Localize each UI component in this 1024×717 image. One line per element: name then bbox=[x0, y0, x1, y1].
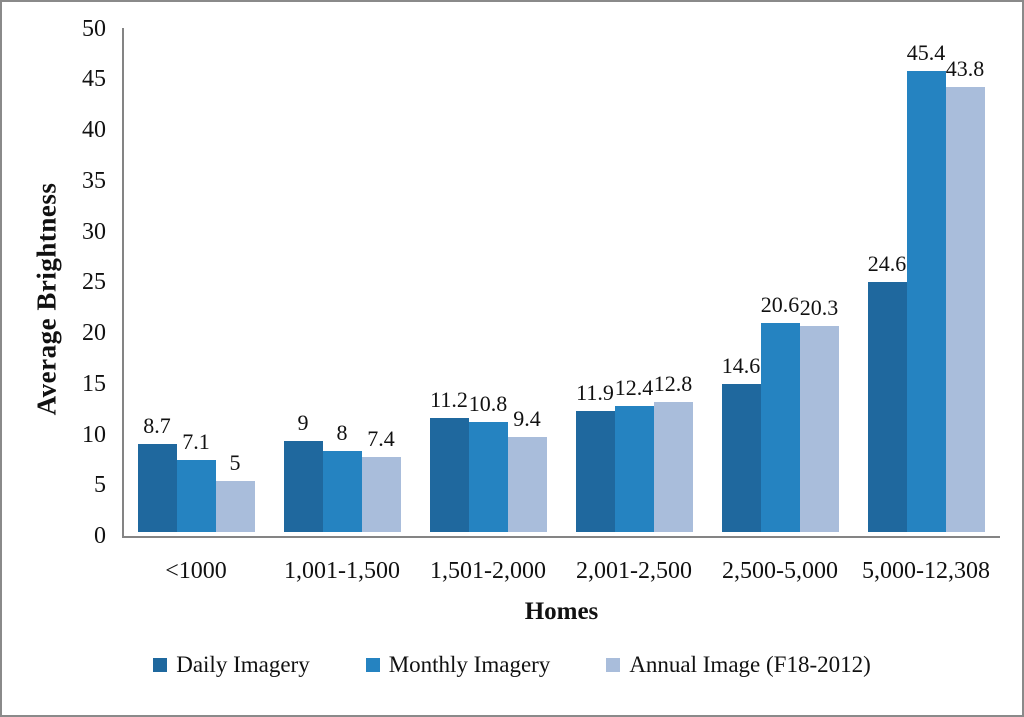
legend-label: Monthly Imagery bbox=[388, 652, 551, 677]
bar bbox=[614, 406, 654, 532]
legend-marker-icon bbox=[153, 658, 168, 672]
y-axis-tick: 30 bbox=[82, 218, 106, 245]
bar-group: 9 8 7.4 bbox=[269, 410, 415, 532]
bar-cell: 12.4 bbox=[614, 375, 654, 532]
bar-cell: 20.3 bbox=[799, 295, 839, 532]
bar bbox=[945, 87, 985, 532]
bar-cell: 11.9 bbox=[575, 380, 615, 532]
category-label: <1000 bbox=[165, 558, 227, 584]
bar-value-label: 45.4 bbox=[906, 40, 946, 65]
bar bbox=[176, 460, 216, 532]
bar-cell: 9.4 bbox=[507, 406, 547, 532]
y-axis-tick: 10 bbox=[82, 421, 106, 448]
bar bbox=[361, 457, 401, 532]
bar-value-label: 11.2 bbox=[430, 387, 468, 412]
legend-marker-icon bbox=[606, 658, 621, 672]
bar bbox=[215, 481, 255, 532]
bar bbox=[575, 411, 615, 532]
bar bbox=[468, 422, 508, 532]
y-axis-tick: 50 bbox=[82, 15, 106, 42]
bar-group: 11.9 12.4 12.8 bbox=[561, 371, 707, 532]
category-label: 5,000-12,308 bbox=[862, 558, 990, 584]
bar-group: 24.6 45.4 43.8 bbox=[853, 40, 999, 532]
bar-cell: 8.7 bbox=[137, 413, 177, 532]
y-axis-tick: 15 bbox=[82, 370, 106, 397]
bar-cell: 5 bbox=[215, 450, 255, 532]
bar-cell: 7.1 bbox=[176, 429, 216, 532]
bar bbox=[721, 384, 761, 532]
bar bbox=[137, 444, 177, 532]
legend-label: Daily Imagery bbox=[176, 652, 310, 677]
bar-value-label: 20.3 bbox=[799, 295, 839, 320]
category-label: 2,500-5,000 bbox=[722, 558, 838, 584]
bar bbox=[799, 326, 839, 532]
bar-value-label: 7.1 bbox=[182, 429, 210, 454]
bar-value-label: 11.9 bbox=[576, 380, 614, 405]
bar-value-label: 9.4 bbox=[513, 406, 541, 431]
bar-value-label: 24.6 bbox=[867, 251, 907, 276]
bar-cell: 10.8 bbox=[468, 391, 508, 532]
bar bbox=[283, 441, 323, 532]
bar bbox=[653, 402, 693, 532]
bar-value-label: 8.7 bbox=[143, 413, 171, 438]
bar-cell: 24.6 bbox=[867, 251, 907, 532]
x-axis-line bbox=[122, 536, 1000, 538]
bar bbox=[429, 418, 469, 532]
bar-cell: 9 bbox=[283, 410, 323, 532]
category-label: 1,501-2,000 bbox=[430, 558, 546, 584]
bar-value-label: 9 bbox=[297, 410, 309, 435]
bar bbox=[322, 451, 362, 532]
bar-value-label: 12.4 bbox=[614, 375, 654, 400]
bar-cell: 45.4 bbox=[906, 40, 946, 532]
legend-item: Monthly Imagery bbox=[365, 652, 551, 678]
y-axis-tick: 20 bbox=[82, 320, 106, 346]
bar-cell: 12.8 bbox=[653, 371, 693, 532]
bar-value-label: 14.6 bbox=[721, 353, 761, 378]
bar-value-label: 5 bbox=[229, 450, 241, 475]
bar-cell: 11.2 bbox=[429, 387, 469, 532]
bar bbox=[760, 323, 800, 532]
bar-cell: 20.6 bbox=[760, 292, 800, 532]
legend-marker-icon bbox=[365, 658, 380, 672]
category-label: 1,001-1,500 bbox=[284, 558, 400, 584]
y-axis-line bbox=[122, 28, 124, 538]
bar-group: 14.6 20.6 20.3 bbox=[707, 292, 853, 532]
legend-item: Annual Image (F18-2012) bbox=[606, 652, 871, 678]
bar-value-label: 43.8 bbox=[945, 56, 985, 81]
bar-cell: 7.4 bbox=[361, 426, 401, 532]
y-axis-tick: 25 bbox=[82, 269, 106, 296]
y-axis-tick: 35 bbox=[82, 167, 106, 194]
y-axis-tick: 0 bbox=[94, 523, 106, 549]
bar-value-label: 8 bbox=[336, 420, 348, 445]
bar bbox=[867, 282, 907, 532]
legend: Daily Imagery Monthly Imagery Annual Image… bbox=[2, 652, 1022, 678]
bar bbox=[906, 71, 946, 532]
legend-item: Daily Imagery bbox=[153, 652, 310, 678]
bar bbox=[507, 437, 547, 532]
bar-value-label: 12.8 bbox=[653, 371, 693, 396]
bar-value-label: 20.6 bbox=[760, 292, 800, 317]
y-axis-tick: 5 bbox=[94, 472, 106, 499]
category-label: 2,001-2,500 bbox=[576, 558, 692, 584]
legend-label: Annual Image (F18-2012) bbox=[629, 652, 871, 677]
bar-cell: 43.8 bbox=[945, 56, 985, 532]
bar-group: 11.2 10.8 9.4 bbox=[415, 387, 561, 532]
x-axis-title: Homes bbox=[524, 598, 599, 625]
y-axis-tick: 45 bbox=[82, 66, 106, 93]
y-axis-tick: 40 bbox=[82, 117, 106, 143]
bar-group: 8.7 7.1 5 bbox=[123, 413, 269, 532]
bar-cell: 8 bbox=[322, 420, 362, 532]
bar-value-label: 7.4 bbox=[367, 426, 395, 451]
bar-value-label: 10.8 bbox=[468, 391, 508, 416]
bar-cell: 14.6 bbox=[721, 353, 761, 532]
